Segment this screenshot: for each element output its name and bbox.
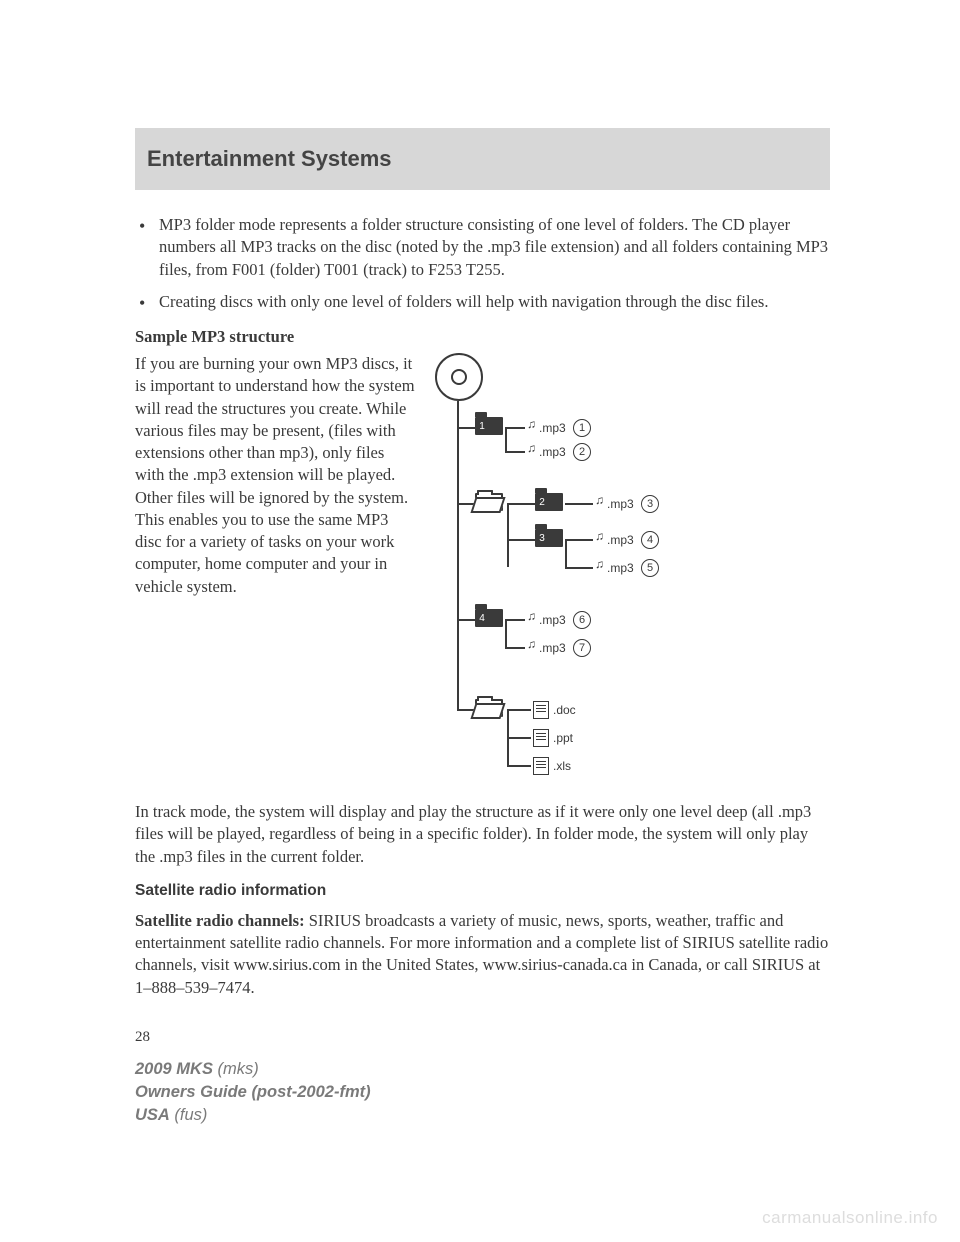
folder-open-icon [475,699,503,717]
sample-paragraph: If you are burning your own MP3 discs, i… [135,353,415,783]
satellite-bold-lead: Satellite radio channels: [135,911,305,930]
section-header: Entertainment Systems [135,128,830,190]
track-mode-paragraph: In track mode, the system will display a… [135,801,830,868]
bullet-text: Creating discs with only one level of fo… [159,291,830,315]
cd-icon [435,353,483,401]
mp3-structure-diagram: 1 .mp3 1 .mp3 2 2 .mp3 [435,353,830,783]
track-number: 4 [641,531,659,549]
tree-line [457,401,459,711]
track-number: 1 [573,419,591,437]
tree-line [507,503,535,505]
mp3-label: .mp3 [607,561,634,575]
document-icon [533,729,549,747]
bullet-item: • MP3 folder mode represents a folder st… [135,214,830,281]
music-note-icon [595,561,605,573]
tree-line [505,647,525,649]
bullet-item: • Creating discs with only one level of … [135,291,830,315]
bullet-dot: • [135,291,159,315]
tree-line [505,427,525,429]
music-note-icon [527,445,537,457]
bullet-dot: • [135,214,159,281]
folder-number: 4 [475,613,489,625]
music-note-icon [595,497,605,509]
file-ext: .ppt [553,731,573,745]
track-number: 3 [641,495,659,513]
mp3-label: .mp3 [539,613,566,627]
music-note-icon [527,641,537,653]
tree-line [505,427,507,451]
footer-model-code: (mks) [213,1060,259,1078]
tree-line [507,765,531,767]
tree-line [565,503,593,505]
mp3-label: .mp3 [539,445,566,459]
bullet-text: MP3 folder mode represents a folder stru… [159,214,830,281]
footer-region: USA [135,1106,170,1124]
document-icon [533,701,549,719]
track-number: 2 [573,443,591,461]
folder-number: 1 [475,421,489,433]
tree-line [505,619,525,621]
file-ext: .xls [553,759,571,773]
tree-line [565,539,593,541]
folder-open-icon [475,493,503,511]
mp3-label: .mp3 [607,497,634,511]
footer: 2009 MKS (mks) Owners Guide (post-2002-f… [135,1058,371,1127]
tree-line [457,427,475,429]
music-note-icon [595,533,605,545]
tree-line [507,503,509,567]
tree-line [505,451,525,453]
tree-line [507,539,535,541]
folder-number: 3 [535,533,549,545]
music-note-icon [527,421,537,433]
tree-line [457,619,475,621]
tree-line [507,737,531,739]
footer-region-code: (fus) [170,1106,208,1124]
footer-model: 2009 MKS [135,1060,213,1078]
track-number: 5 [641,559,659,577]
sample-heading: Sample MP3 structure [135,327,830,347]
track-number: 6 [573,611,591,629]
folder-number: 2 [535,497,549,509]
file-ext: .doc [553,703,576,717]
tree-line [505,619,507,647]
mp3-label: .mp3 [539,641,566,655]
footer-guide: Owners Guide (post-2002-fmt) [135,1083,371,1101]
section-title: Entertainment Systems [147,146,392,171]
watermark: carmanualsonline.info [762,1208,938,1228]
document-icon [533,757,549,775]
track-number: 7 [573,639,591,657]
satellite-heading: Satellite radio information [135,882,830,900]
page-number: 28 [135,1029,830,1046]
satellite-paragraph: Satellite radio channels: SIRIUS broadca… [135,910,830,999]
tree-line [565,567,593,569]
mp3-label: .mp3 [607,533,634,547]
tree-line [565,539,567,567]
mp3-label: .mp3 [539,421,566,435]
music-note-icon [527,613,537,625]
tree-line [507,709,531,711]
